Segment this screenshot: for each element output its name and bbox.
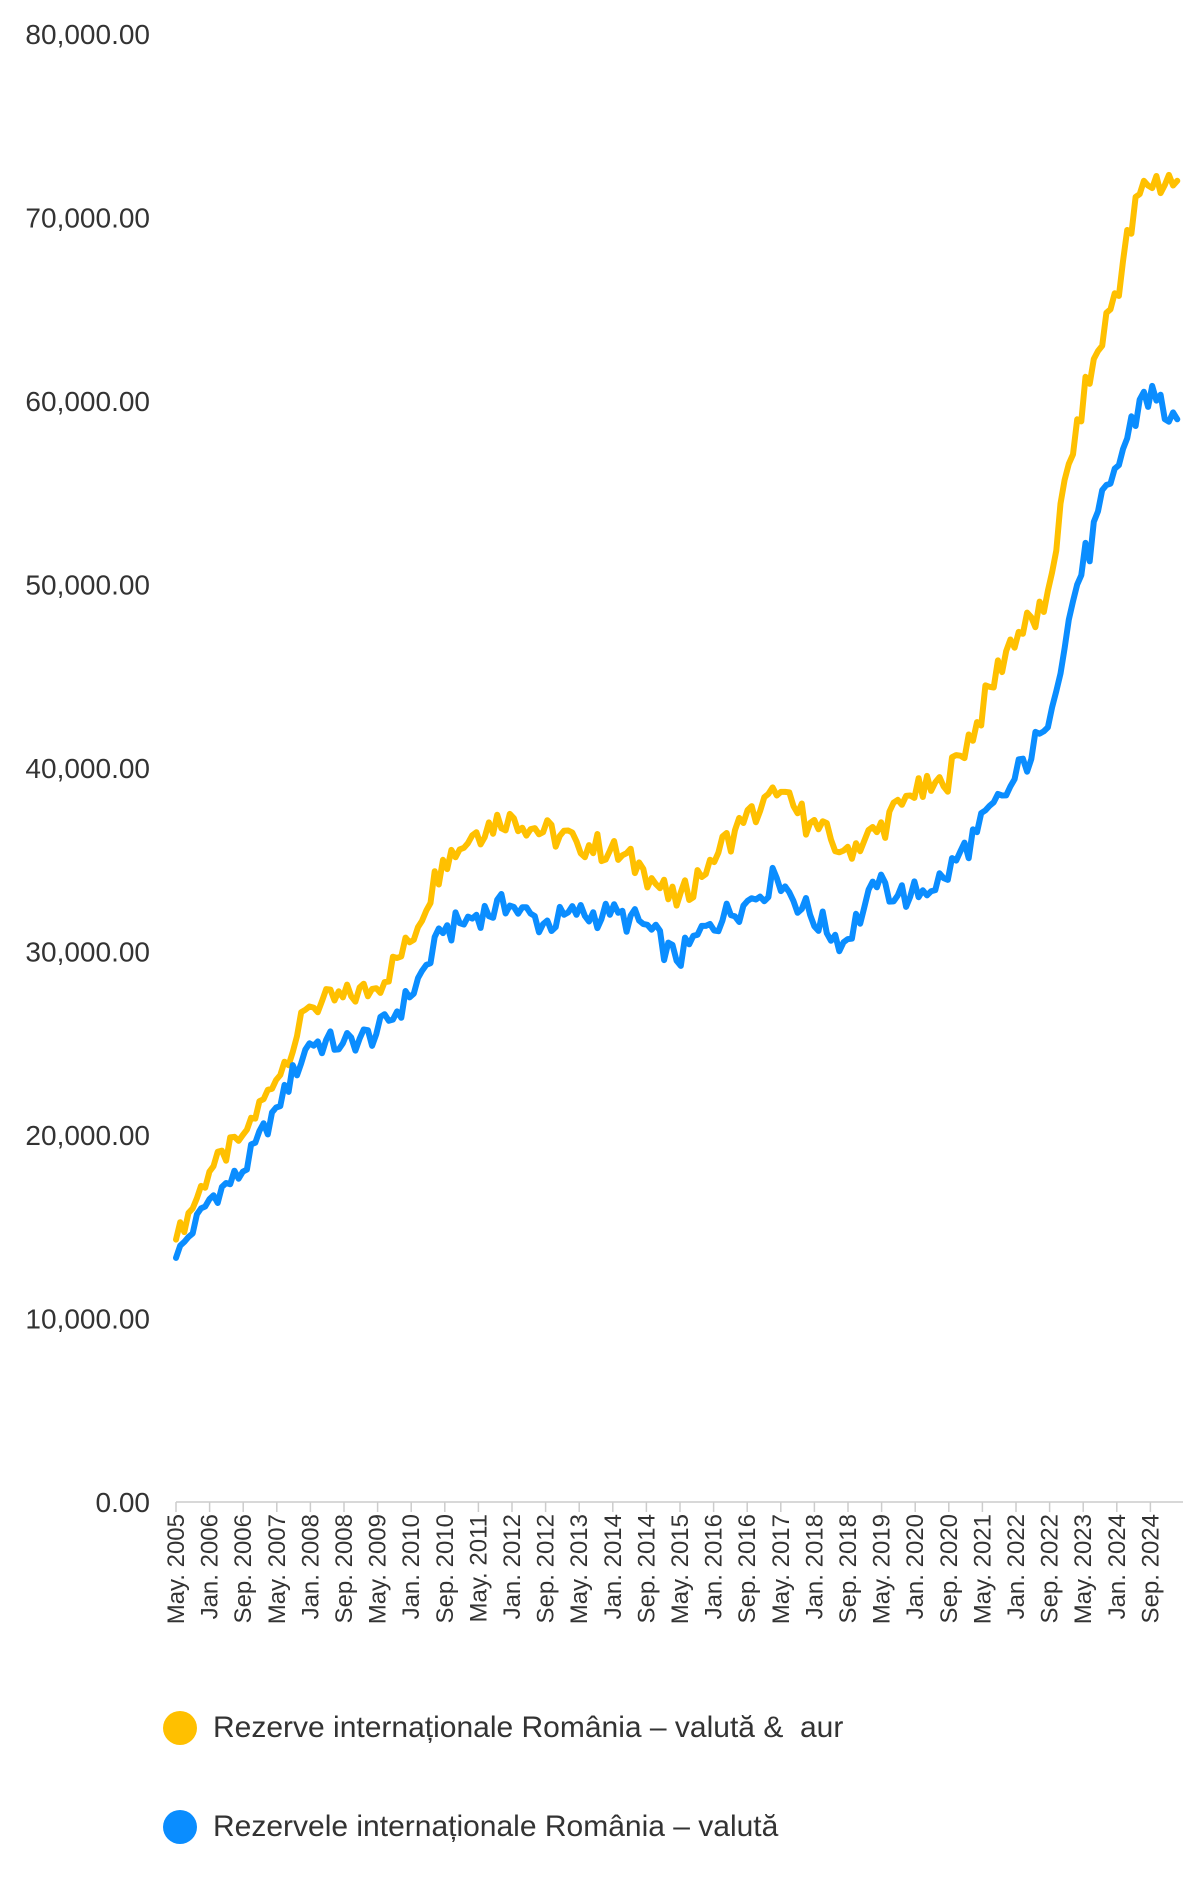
x-tick-label: May. 2007 bbox=[264, 1514, 291, 1624]
x-tick-label: May. 2019 bbox=[869, 1514, 896, 1624]
series-line-gold bbox=[173, 171, 1181, 1243]
x-tick-label: Sep. 2020 bbox=[936, 1514, 963, 1623]
legend-item-gold[interactable]: Rezerve internaționale România – valută … bbox=[163, 1708, 843, 1748]
x-tick-label: Sep. 2010 bbox=[432, 1514, 459, 1623]
x-tick-label: Jan. 2014 bbox=[600, 1514, 627, 1619]
x-tick-label: May. 2011 bbox=[465, 1514, 492, 1623]
x-tick-label: May. 2023 bbox=[1070, 1514, 1097, 1624]
x-tick-label: Jan. 2016 bbox=[701, 1514, 728, 1619]
x-tick-label: Sep. 2018 bbox=[835, 1514, 862, 1623]
x-tick-label: Sep. 2008 bbox=[331, 1514, 358, 1623]
y-tick-label: 20,000.00 bbox=[25, 1120, 150, 1151]
legend-item-currency[interactable]: Rezervele internaționale România – valut… bbox=[163, 1807, 778, 1847]
x-tick-label: May. 2021 bbox=[969, 1514, 996, 1624]
x-tick-label: Jan. 2006 bbox=[197, 1514, 224, 1619]
x-tick-label: Jan. 2020 bbox=[902, 1514, 929, 1619]
y-tick-label: 30,000.00 bbox=[25, 937, 150, 968]
legend-dot-gold-icon bbox=[163, 1711, 197, 1745]
y-tick-label: 10,000.00 bbox=[25, 1304, 150, 1335]
y-tick-label: 50,000.00 bbox=[25, 570, 150, 601]
x-tick-label: Jan. 2024 bbox=[1104, 1514, 1131, 1619]
series-lines bbox=[173, 171, 1181, 1261]
x-tick-label: May. 2009 bbox=[365, 1514, 392, 1624]
x-tick-label: Sep. 2014 bbox=[633, 1514, 660, 1623]
y-tick-label: 80,000.00 bbox=[25, 19, 150, 50]
y-tick-label: 0.00 bbox=[96, 1487, 151, 1518]
legend-label-currency: Rezervele internaționale România – valut… bbox=[213, 1810, 779, 1843]
x-tick-label: May. 2015 bbox=[667, 1514, 694, 1624]
series-line-currency bbox=[173, 382, 1181, 1261]
x-tick-label: Sep. 2024 bbox=[1137, 1514, 1164, 1623]
x-tick-label: May. 2005 bbox=[163, 1514, 190, 1624]
x-tick-label: Sep. 2016 bbox=[734, 1514, 761, 1623]
x-tick-label: Jan. 2018 bbox=[801, 1514, 828, 1619]
legend-dot-currency-icon bbox=[163, 1810, 197, 1844]
x-tick-label: Jan. 2022 bbox=[1003, 1514, 1030, 1619]
x-tick-label: May. 2017 bbox=[768, 1514, 795, 1624]
legend-label-gold: Rezerve internaționale România – valută … bbox=[213, 1711, 844, 1744]
x-tick-label: Sep. 2022 bbox=[1037, 1514, 1064, 1623]
x-tick-label: Sep. 2006 bbox=[230, 1514, 257, 1623]
y-tick-label: 40,000.00 bbox=[25, 753, 150, 784]
y-tick-label: 60,000.00 bbox=[25, 386, 150, 417]
x-tick-label: Jan. 2010 bbox=[398, 1514, 425, 1619]
x-tick-label: Jan. 2008 bbox=[297, 1514, 324, 1619]
x-tick-label: May. 2013 bbox=[566, 1514, 593, 1624]
y-axis: 0.00 10,000.00 20,000.00 30,000.00 40,000.00… bbox=[25, 19, 150, 1518]
y-tick-label: 70,000.00 bbox=[25, 203, 150, 234]
x-axis: May. 2005 Jan. 2006 Sep. 2006 May. 2007 Jan.… bbox=[163, 1502, 1164, 1624]
x-tick-label: Jan. 2012 bbox=[499, 1514, 526, 1619]
x-tick-label: Sep. 2012 bbox=[533, 1514, 560, 1623]
